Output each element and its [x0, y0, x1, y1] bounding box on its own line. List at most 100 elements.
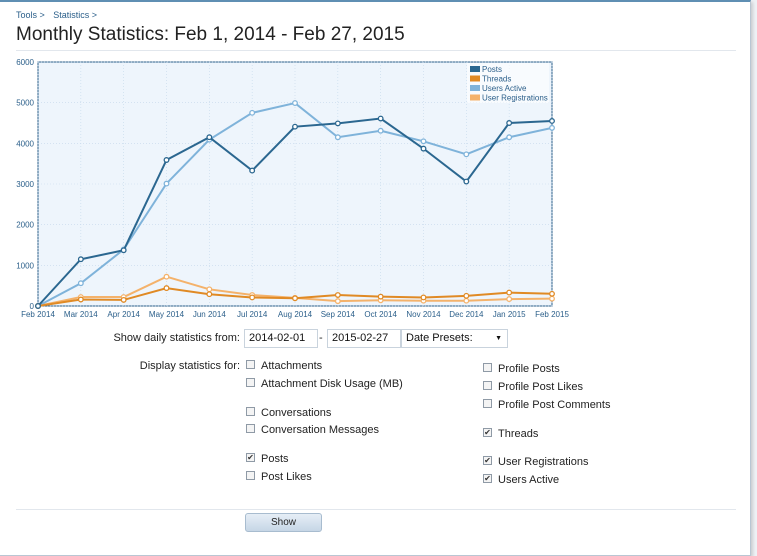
- data-point: [377, 293, 384, 300]
- x-tick-label: Apr 2014: [107, 310, 140, 319]
- checkbox-profile-posts[interactable]: Profile Posts: [483, 362, 560, 375]
- data-point: [420, 138, 427, 145]
- data-point: [420, 145, 427, 152]
- form-divider: [16, 509, 736, 510]
- data-point: [506, 134, 513, 141]
- checkbox-label: Profile Post Comments: [498, 399, 611, 411]
- y-tick-label: 6000: [16, 58, 34, 67]
- page-title: Monthly Statistics: Feb 1, 2014 - Feb 27…: [16, 24, 405, 45]
- data-point: [249, 294, 256, 301]
- checkbox-label: Users Active: [498, 474, 560, 486]
- data-point: [163, 285, 170, 292]
- data-point: [163, 157, 170, 163]
- checkbox-box[interactable]: [246, 359, 255, 369]
- breadcrumb-tools[interactable]: Tools >: [16, 10, 45, 20]
- checkbox-label: Profile Posts: [498, 363, 560, 375]
- y-tick-label: 5000: [16, 99, 34, 108]
- checkbox-users-active[interactable]: ✔ Users Active: [483, 473, 560, 486]
- x-tick-label: Nov 2014: [406, 310, 441, 319]
- checkbox-box[interactable]: [483, 380, 492, 390]
- legend-box: [467, 63, 549, 103]
- data-point: [249, 109, 256, 116]
- checkbox-label: Threads: [498, 428, 539, 440]
- checkbox-label: User Registrations: [498, 456, 589, 468]
- legend-swatch: [470, 66, 480, 72]
- checkbox-post-likes[interactable]: Post Likes: [246, 470, 312, 483]
- y-tick-label: 2000: [16, 221, 34, 230]
- data-point: [120, 296, 127, 303]
- checkbox-box[interactable]: [483, 398, 492, 408]
- data-point: [334, 134, 341, 141]
- checkbox-label: Profile Post Likes: [498, 381, 583, 393]
- data-point: [506, 289, 513, 296]
- checkbox-box[interactable]: [246, 470, 255, 480]
- data-point: [77, 280, 84, 287]
- data-point: [77, 296, 84, 303]
- data-point: [163, 180, 170, 187]
- display-stats-label: Display statistics for:: [139, 360, 240, 372]
- checkbox-box[interactable]: ✔: [483, 473, 492, 483]
- checkbox-posts[interactable]: ✔ Posts: [246, 452, 289, 465]
- x-tick-label: May 2014: [149, 310, 185, 319]
- checkbox-label: Post Likes: [261, 471, 312, 483]
- checkbox-conversation-messages[interactable]: Conversation Messages: [246, 423, 380, 436]
- checkbox-profile-post-likes[interactable]: Profile Post Likes: [483, 380, 583, 393]
- data-point: [77, 256, 84, 263]
- checkbox-box[interactable]: ✔: [483, 427, 492, 437]
- y-tick-label: 3000: [16, 180, 34, 189]
- legend-label: Users Active: [482, 84, 527, 93]
- data-point: [206, 291, 213, 298]
- data-point: [35, 303, 41, 309]
- checkbox-user-registrations[interactable]: ✔ User Registrations: [483, 455, 589, 468]
- checkbox-box[interactable]: ✔: [246, 452, 255, 462]
- data-point: [249, 167, 256, 174]
- breadcrumb-statistics[interactable]: Statistics >: [53, 10, 98, 20]
- legend-swatch: [470, 85, 480, 91]
- legend-swatch: [470, 94, 480, 101]
- y-tick-label: 1000: [16, 261, 34, 270]
- checkbox-attachment-disk-usage[interactable]: Attachment Disk Usage (MB): [246, 377, 403, 390]
- show-button[interactable]: Show: [245, 513, 322, 532]
- data-point: [506, 296, 513, 303]
- x-tick-label: Dec 2014: [449, 310, 484, 319]
- x-tick-label: Oct 2014: [364, 310, 397, 319]
- checkbox-box[interactable]: [483, 362, 492, 372]
- checkbox-box[interactable]: [246, 423, 255, 433]
- y-tick-label: 4000: [16, 139, 34, 148]
- x-tick-label: Jan 2015: [493, 310, 526, 319]
- checkbox-profile-post-comments[interactable]: Profile Post Comments: [483, 398, 611, 411]
- data-point: [206, 134, 213, 141]
- checkbox-threads[interactable]: ✔ Threads: [483, 427, 539, 440]
- checkbox-box[interactable]: [246, 377, 255, 387]
- x-tick-label: Feb 2014: [21, 310, 55, 319]
- data-point: [377, 115, 384, 122]
- checkbox-attachments[interactable]: Attachments: [246, 359, 323, 372]
- checkbox-box[interactable]: [246, 406, 255, 416]
- checkbox-label: Attachments: [261, 360, 323, 372]
- date-presets-value: Date Presets:: [406, 332, 473, 344]
- x-tick-label: Mar 2014: [64, 310, 98, 319]
- daily-stats-label: Show daily statistics from:: [113, 332, 240, 344]
- data-point: [377, 127, 384, 134]
- data-point: [334, 292, 341, 298]
- data-point: [334, 298, 341, 305]
- title-divider: [16, 50, 736, 51]
- monthly-statistics-chart: 0 1000 2000 3000 4000 5000 6000 Feb 2014 Mar 201…: [16, 58, 569, 319]
- data-point: [549, 124, 555, 131]
- checkbox-label: Conversation Messages: [261, 424, 380, 436]
- x-tick-label: Jun 2014: [193, 310, 226, 319]
- x-tick-label: Feb 2015: [535, 310, 569, 319]
- date-separator: -: [319, 332, 323, 344]
- checkbox-conversations[interactable]: Conversations: [246, 406, 331, 419]
- start-date-input[interactable]: 2014-02-01: [244, 329, 318, 348]
- legend-label: Posts: [482, 65, 502, 74]
- checkbox-label: Attachment Disk Usage (MB): [261, 378, 403, 390]
- end-date-input[interactable]: 2015-02-27: [327, 329, 401, 348]
- checkbox-box[interactable]: ✔: [483, 455, 492, 465]
- data-point: [463, 178, 470, 185]
- legend-label: Threads: [482, 75, 511, 84]
- data-point: [120, 247, 127, 254]
- data-point: [292, 123, 298, 130]
- date-presets-select[interactable]: Date Presets: ▼: [401, 329, 508, 348]
